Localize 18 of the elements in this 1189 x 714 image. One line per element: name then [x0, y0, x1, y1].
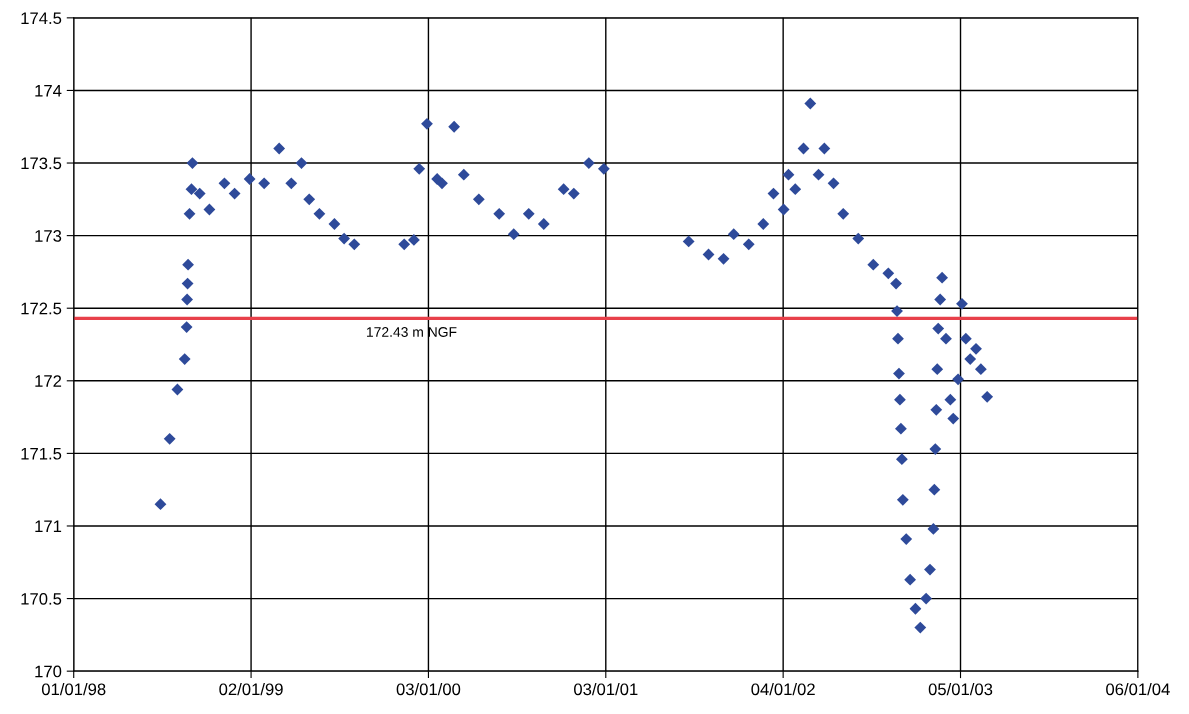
y-tick-label: 172	[35, 375, 62, 387]
x-tick-label: 06/01/04	[1106, 682, 1170, 696]
y-tick-label: 173.5	[21, 157, 62, 170]
y-tick-label: 173	[35, 230, 62, 242]
y-tick-label: 174.5	[21, 12, 62, 25]
y-tick-label: 170	[35, 665, 62, 678]
ref-line-label: 172.43 m NGF	[367, 327, 457, 337]
y-tick-label: 171	[35, 520, 62, 533]
y-tick-label: 170.5	[21, 592, 62, 605]
y-tick-label: 174	[35, 85, 62, 97]
y-tick-label: 171.5	[21, 447, 62, 460]
x-tick-label: 03/01/01	[574, 682, 638, 696]
x-tick-label: 01/01/98	[41, 682, 106, 696]
x-tick-label: 03/01/00	[396, 682, 461, 696]
x-tick-label: 04/01/02	[751, 682, 815, 696]
x-tick-label: 05/01/03	[928, 682, 993, 696]
x-tick-label: 02/01/99	[219, 682, 283, 696]
y-tick-label: 172.5	[21, 302, 62, 315]
